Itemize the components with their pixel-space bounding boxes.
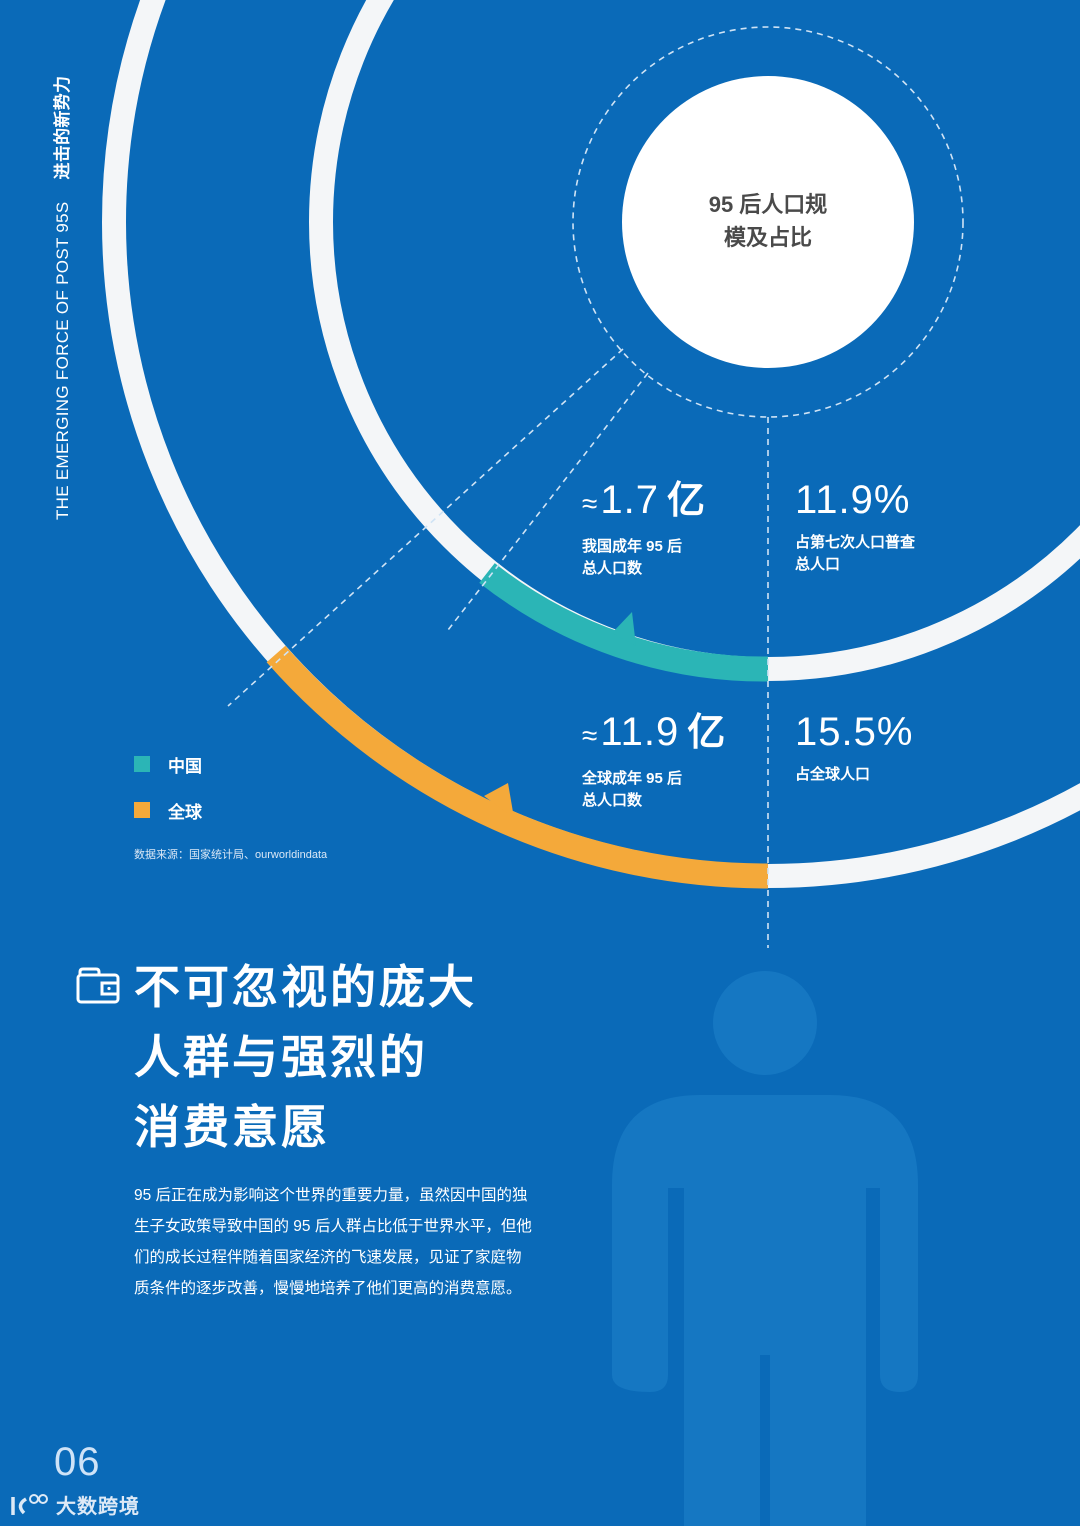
stat-unit: 亿 xyxy=(687,712,727,754)
center-title-line2: 模及占比 xyxy=(723,225,812,250)
wallet-icon xyxy=(76,967,120,1004)
stat-value: 11.9% xyxy=(795,478,911,522)
global-arc xyxy=(266,645,769,889)
approx-sign: ≈ xyxy=(582,488,599,519)
side-title-cn: 进击的新势力 xyxy=(53,75,72,180)
headline-line: 人群与强烈的 xyxy=(134,1031,428,1083)
stat-global-share: 15.5% 占全球人口 xyxy=(795,708,955,786)
side-title: THE EMERGING FORCE OF POST 95S 进击的新势力 xyxy=(48,76,73,520)
section-headline: 不可忽视的庞大 人群与强烈的 消费意愿 xyxy=(134,952,554,1162)
stat-desc: 总人口数 xyxy=(582,792,643,809)
stat-unit: 亿 xyxy=(666,480,706,522)
side-title-en: THE EMERGING FORCE OF POST 95S xyxy=(53,201,72,520)
center-title: 95 后人口规 模及占比 xyxy=(668,188,868,254)
stat-desc: 全球成年 95 后 xyxy=(582,770,683,787)
stat-desc: 我国成年 95 后 xyxy=(582,538,683,555)
stat-china-share: 11.9% 占第七次人口普查 总人口 xyxy=(795,476,955,576)
global-arrow-icon xyxy=(484,783,514,818)
china-arc xyxy=(479,563,769,682)
legend: 中国 全球 xyxy=(134,752,202,844)
stat-desc: 占第七次人口普查 xyxy=(795,534,916,551)
center-circle xyxy=(622,76,914,368)
china-arrow-icon xyxy=(612,612,636,646)
body-paragraph: 95 后正在成为影响这个世界的重要力量，虽然因中国的独生子女政策导致中国的 95… xyxy=(134,1187,532,1297)
legend-item-china: 中国 xyxy=(134,752,202,776)
stat-value: 15.5% xyxy=(795,710,914,754)
stat-value: 1.7 xyxy=(600,478,659,522)
center-title-line1: 95 后人口规 xyxy=(708,192,828,217)
data-source: 数据来源：国家统计局、ourworldindata xyxy=(134,849,328,861)
dashed-guide-circle xyxy=(572,26,964,418)
page-number: 06 xyxy=(54,1440,101,1484)
headline-line: 不可忽视的庞大 xyxy=(134,961,477,1013)
person-silhouette-icon xyxy=(612,971,918,1526)
brand-name: 大数跨境 xyxy=(56,1496,140,1518)
approx-sign: ≈ xyxy=(582,720,599,751)
china-swatch-icon xyxy=(134,756,150,772)
stat-value: 11.9 xyxy=(600,710,680,754)
global-swatch-icon xyxy=(134,802,150,818)
brand-mark-icon xyxy=(11,1493,48,1515)
legend-item-global: 全球 xyxy=(134,798,202,822)
stat-desc: 总人口数 xyxy=(582,560,643,577)
legend-label: 全球 xyxy=(168,802,202,822)
stat-desc: 占全球人口 xyxy=(795,766,871,783)
stat-desc: 总人口 xyxy=(795,556,841,573)
headline-line: 消费意愿 xyxy=(134,1101,330,1153)
brand-logo: 大数跨境 xyxy=(10,1490,140,1519)
stat-china-count: ≈1.7 亿 我国成年 95 后总人口数 xyxy=(582,476,742,580)
stat-global-count: ≈11.9 亿 全球成年 95 后总人口数 xyxy=(582,708,742,812)
legend-label: 中国 xyxy=(168,756,202,776)
